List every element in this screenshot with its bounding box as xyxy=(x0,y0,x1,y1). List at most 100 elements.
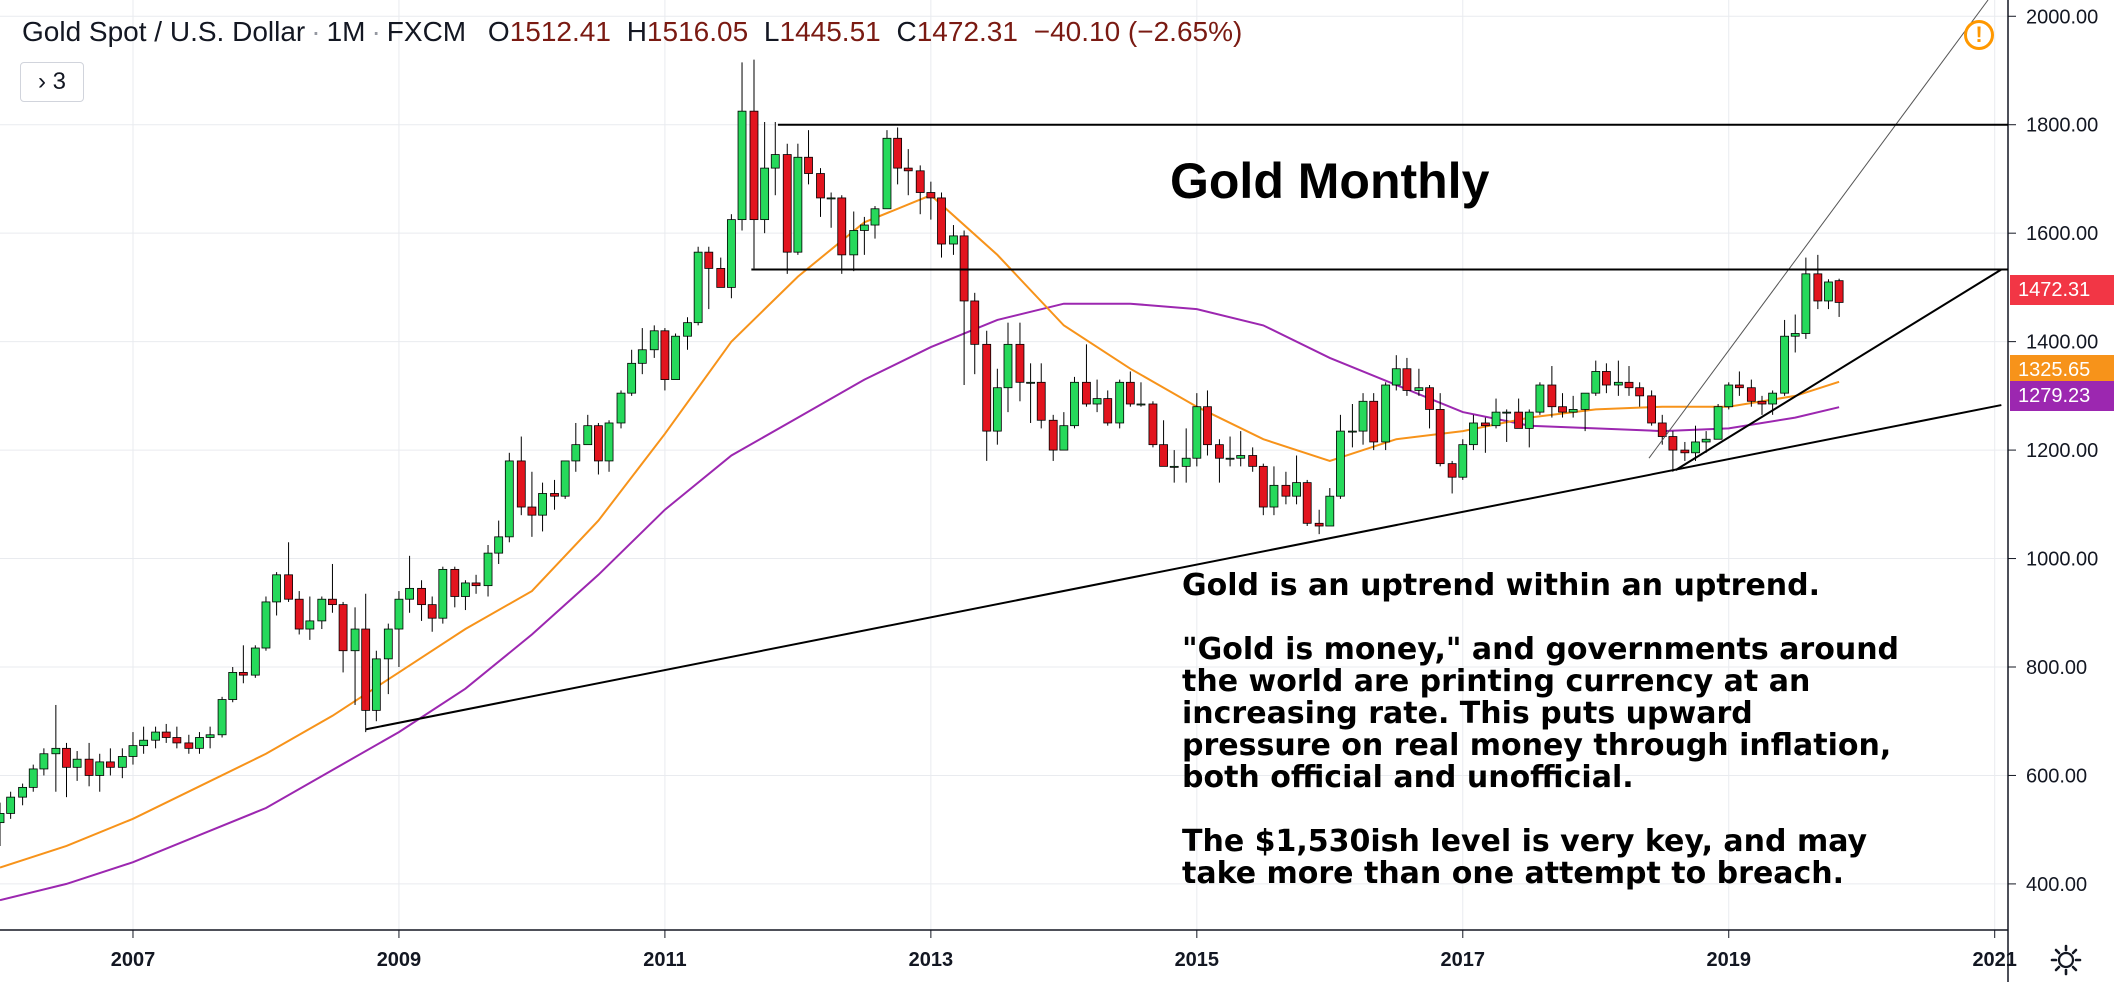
ohlc-values: O1512.41 H1516.05 L1445.51 C1472.31 −40.… xyxy=(487,16,1243,47)
candle-body xyxy=(1447,463,1457,478)
y-tick-label: 600.00 xyxy=(2026,765,2087,787)
candle xyxy=(893,127,903,185)
candle xyxy=(1414,368,1424,396)
candle-body xyxy=(1813,273,1823,302)
x-tick-label: 2015 xyxy=(1175,949,1220,971)
candle xyxy=(1458,439,1468,480)
candle xyxy=(1668,431,1678,472)
candle xyxy=(1480,417,1490,453)
candle xyxy=(105,748,115,776)
candle-body xyxy=(1236,455,1246,459)
candle-body xyxy=(317,598,327,622)
candle xyxy=(1568,395,1578,418)
candle xyxy=(1591,360,1601,396)
candle xyxy=(1036,363,1046,429)
candle xyxy=(1447,460,1457,494)
candle xyxy=(1125,371,1135,407)
candle-body xyxy=(1258,465,1268,508)
gear-icon[interactable] xyxy=(2050,944,2082,976)
candle-body xyxy=(217,699,227,736)
candle-body xyxy=(1469,422,1478,446)
candle xyxy=(172,726,182,749)
candle-body xyxy=(494,536,504,554)
candle-body xyxy=(1269,484,1279,508)
candle-body xyxy=(893,137,903,169)
candle xyxy=(1547,366,1557,418)
candle xyxy=(1602,363,1611,394)
candle-body xyxy=(72,758,82,768)
candle-body xyxy=(1435,409,1445,465)
x-tick-label: 2009 xyxy=(377,949,422,971)
candle xyxy=(1680,441,1690,461)
candle-body xyxy=(915,170,925,193)
candle xyxy=(72,751,82,781)
candle-body xyxy=(483,552,493,587)
candle-body xyxy=(1358,400,1368,432)
candle xyxy=(139,726,149,754)
candle xyxy=(494,520,504,564)
y-tick-label: 1400.00 xyxy=(2026,332,2098,354)
candle-body xyxy=(1757,400,1767,405)
candle-body xyxy=(1502,411,1512,414)
candle xyxy=(361,593,371,733)
candle-body xyxy=(1568,409,1578,413)
candle-body xyxy=(28,768,38,788)
candle-body xyxy=(1292,482,1301,497)
symbol-name[interactable]: Gold Spot / U.S. Dollar xyxy=(22,16,306,47)
x-tick-label: 2019 xyxy=(1706,949,1751,971)
candle-body xyxy=(649,330,659,351)
candle-body xyxy=(594,425,603,462)
candle xyxy=(1059,412,1069,451)
ma-long-line xyxy=(0,302,1840,902)
candle-body xyxy=(616,392,626,424)
candle xyxy=(39,748,49,776)
candle-body xyxy=(371,658,381,711)
candle xyxy=(1015,322,1025,402)
candle xyxy=(95,753,105,792)
candle xyxy=(151,726,160,749)
candle xyxy=(1558,393,1567,418)
chart-title-annotation: Gold Monthly xyxy=(1170,153,1490,209)
candle-body xyxy=(1092,398,1102,405)
candle xyxy=(1834,278,1844,317)
interval[interactable]: 1M xyxy=(326,16,366,47)
candle-body xyxy=(1336,430,1345,497)
candle-body xyxy=(1801,273,1811,334)
candle xyxy=(1757,395,1767,415)
candle-body xyxy=(516,460,526,508)
last-price-tag: 1472.31 xyxy=(2010,275,2114,305)
candle-body xyxy=(1148,403,1158,446)
candle xyxy=(1169,450,1179,483)
candle xyxy=(1336,414,1345,499)
candle xyxy=(328,563,337,613)
candle-body xyxy=(527,506,537,516)
indicator-toggle-button[interactable]: › 3 xyxy=(20,62,84,102)
candle-body xyxy=(1647,395,1657,424)
candle xyxy=(782,143,792,274)
candle xyxy=(726,214,736,299)
candle-body xyxy=(1701,438,1711,443)
candle xyxy=(1435,393,1445,467)
candle xyxy=(1203,390,1212,456)
candle xyxy=(1281,471,1291,505)
candle-body xyxy=(1613,381,1623,386)
candle-body xyxy=(1402,368,1412,391)
candle-body xyxy=(937,197,946,245)
candle xyxy=(371,650,381,722)
alert-icon[interactable]: ! xyxy=(1964,20,1994,50)
x-tick-label: 2013 xyxy=(909,949,954,971)
candle xyxy=(1148,401,1158,448)
candle xyxy=(1613,360,1623,396)
candle xyxy=(1248,447,1258,472)
candle xyxy=(1092,379,1102,413)
candle-body xyxy=(804,156,813,174)
candle-body xyxy=(18,786,28,798)
candle-body xyxy=(1834,280,1844,303)
note-gold-money: "Gold is money," and governments around … xyxy=(1182,632,1900,795)
candle xyxy=(1780,319,1789,396)
candle-body xyxy=(1391,368,1401,386)
ma-short-price-tag: 1325.65 xyxy=(2010,355,2114,385)
candle xyxy=(1635,382,1645,407)
candle-body xyxy=(328,598,337,606)
